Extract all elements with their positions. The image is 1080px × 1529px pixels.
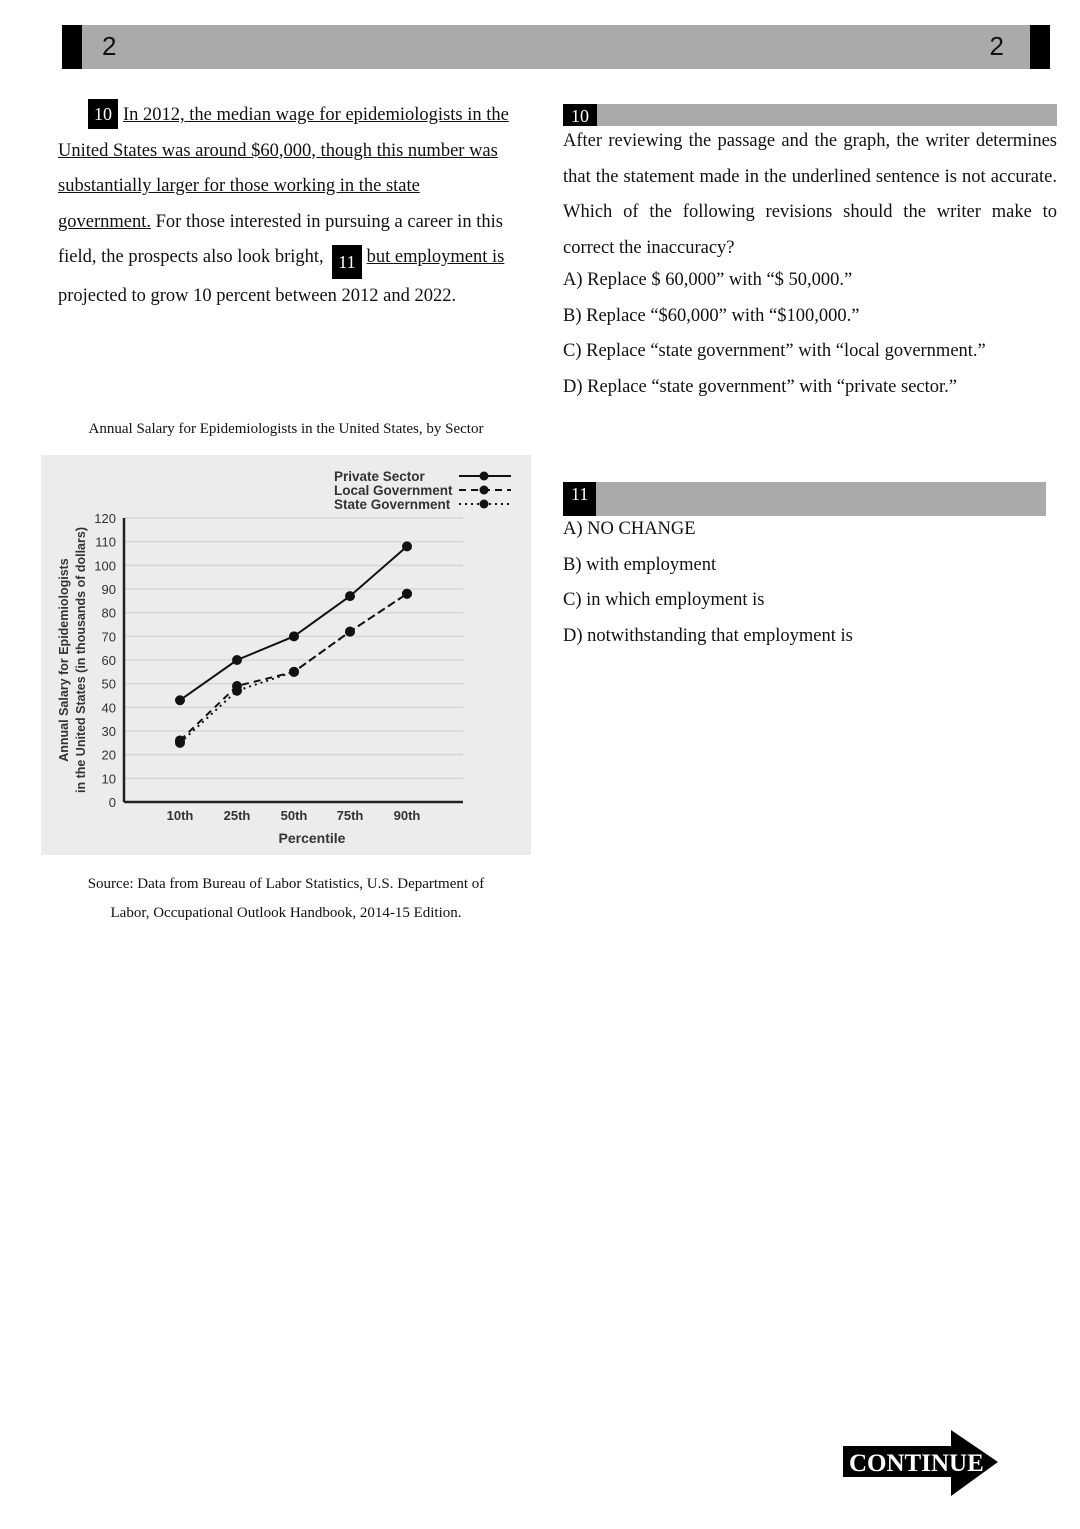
x-tick-label: 75th: [337, 808, 364, 823]
legend-marker: [479, 485, 489, 495]
chart-title: Annual Salary for Epidemiologists in the…: [88, 421, 484, 437]
passage: 10 In 2012, the median wage for epidemiol…: [58, 98, 514, 315]
question-marker-11[interactable]: 11: [332, 245, 362, 279]
data-point: [175, 695, 185, 706]
q11-option-b[interactable]: B) with employment: [563, 554, 717, 575]
y-tick-label: 70: [102, 629, 116, 644]
data-point: [402, 541, 412, 552]
question-10-prompt: After reviewing the passage and the grap…: [563, 131, 1057, 258]
chart: 0 10 20 30 40 50 60 70 80 90 100 110 120 10th 25th 50th…: [41, 455, 531, 855]
section-number-right: 2: [989, 31, 1004, 61]
question-11-header: 11: [563, 482, 1046, 516]
section-number-left: 2: [102, 31, 117, 61]
data-point: [232, 655, 242, 665]
y-tick-label: 40: [102, 700, 116, 715]
data-point: [232, 685, 242, 696]
passage-text: For those interested in pursuing a caree…: [58, 211, 503, 268]
y-tick-label: 90: [102, 582, 116, 597]
data-point: [402, 588, 412, 599]
q10-option-b[interactable]: B) Replace “$60,000” with “$100,000.”: [563, 305, 860, 326]
chart-source: Source: Data from Bureau of Labor Statis…: [41, 870, 531, 928]
underlined-sentence: In 2012, the median wage for epidemiolog…: [58, 105, 509, 232]
y-tick-label: 20: [102, 748, 116, 763]
question-10-header: 10: [563, 104, 1057, 126]
series-line-0: [179, 545, 408, 702]
source-line-2: Labor, Occupational Outlook Handbook, 20…: [110, 905, 462, 921]
y-tick-label: 80: [102, 606, 116, 621]
q10-option-d[interactable]: D) Replace “state government” with “priv…: [563, 376, 957, 397]
x-tick-label: 10th: [167, 808, 194, 823]
section-header-bar: 2 2: [62, 25, 1050, 69]
q11-option-d[interactable]: D) notwithstanding that employment is: [563, 625, 853, 646]
legend-label: Private Sector: [334, 469, 426, 484]
y-tick-label: 110: [95, 535, 116, 550]
underlined-phrase: but employment is: [366, 247, 505, 267]
question-11-options: A) NO CHANGE B) with employment C) in wh…: [563, 512, 853, 654]
data-point: [289, 631, 299, 642]
x-tick-label: 90th: [394, 808, 421, 823]
passage-text-end: projected to grow 10 percent between 201…: [58, 286, 457, 306]
y-axis-title: in the United States (in thousands of do…: [74, 527, 88, 793]
legend-marker: [479, 471, 489, 481]
y-tick-label: 60: [102, 653, 116, 668]
data-point: [175, 737, 185, 748]
y-tick-label: 50: [102, 677, 116, 692]
q10-option-c[interactable]: C) Replace “state government” with “loca…: [563, 341, 986, 361]
legend-marker: [479, 499, 489, 509]
y-tick-label: 120: [94, 511, 116, 526]
x-tick-label: 25th: [224, 808, 251, 823]
q10-option-a[interactable]: A) Replace $ 60,000” with “$ 50,000.”: [563, 270, 853, 290]
header-right-block: [1030, 25, 1050, 69]
question-10-number: 10: [563, 104, 597, 126]
question-11-number: 11: [563, 482, 597, 516]
x-tick-label: 50th: [281, 808, 308, 823]
source-line-1: Source: Data from Bureau of Labor Statis…: [87, 876, 485, 892]
q11-option-c[interactable]: C) in which employment is: [563, 590, 765, 610]
y-axis-title: Annual Salary for Epidemiologists: [57, 558, 71, 762]
line-chart: 0 10 20 30 40 50 60 70 80 90 100 110 120 10th 25th 50th…: [57, 469, 511, 846]
y-tick-label: 100: [94, 558, 116, 573]
data-point: [345, 626, 355, 637]
header-left-block: [62, 25, 82, 69]
series-line-2: [179, 592, 408, 744]
x-axis-title: Percentile: [279, 830, 346, 846]
continue-arrow-icon: [843, 1430, 998, 1496]
legend-label: State Government: [334, 497, 451, 512]
data-point: [289, 666, 299, 677]
question-marker-10[interactable]: 10: [88, 99, 118, 129]
y-tick-label: 30: [102, 724, 116, 739]
legend-label: Local Government: [334, 483, 453, 498]
continue-button[interactable]: CONTINUE: [843, 1430, 1001, 1505]
question-10-options: A) Replace $ 60,000” with “$ 50,000.” B)…: [563, 263, 986, 405]
data-point: [345, 591, 355, 602]
continue-label: CONTINUE: [849, 1450, 984, 1477]
y-tick-label: 10: [102, 771, 116, 786]
q11-option-a[interactable]: A) NO CHANGE: [563, 519, 696, 539]
y-tick-label: 0: [109, 795, 116, 810]
